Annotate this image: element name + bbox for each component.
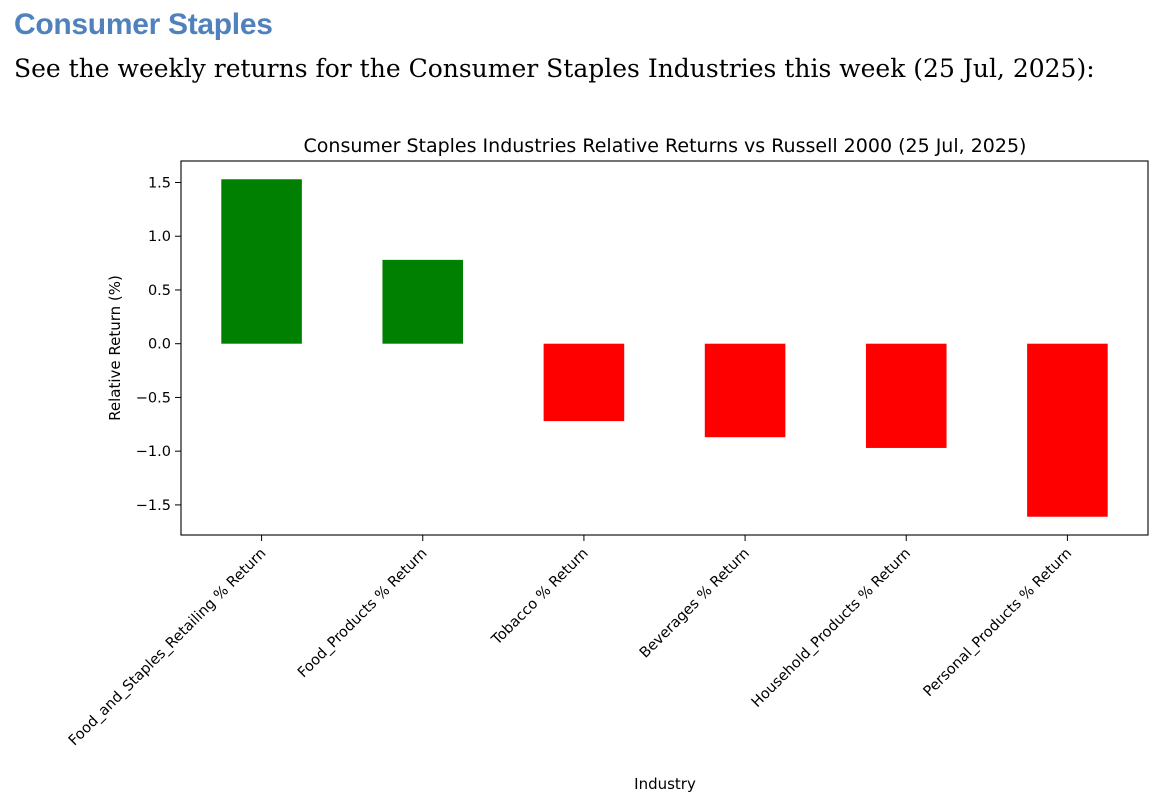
- y-tick-label: 0.5: [148, 283, 171, 299]
- x-axis-label: Industry: [634, 775, 696, 793]
- bar: [1027, 343, 1108, 517]
- y-tick-label: −0.5: [136, 390, 171, 406]
- y-axis-label: Relative Return (%): [106, 275, 124, 421]
- plot-frame: [180, 160, 1149, 536]
- bar: [704, 343, 786, 438]
- y-tick-label: 0.0: [148, 337, 171, 353]
- y-axis: −1.5 −1.0 −0.5 0.0 0.5 1.0 1.5: [136, 175, 181, 514]
- x-tick-label: Food_and_Staples_Retailing % Return: [66, 546, 270, 750]
- bar: [865, 343, 947, 448]
- bar: [382, 259, 464, 344]
- page-heading: Consumer Staples: [14, 8, 273, 41]
- chart-title: Consumer Staples Industries Relative Ret…: [304, 135, 1027, 157]
- y-tick-label: −1.5: [136, 498, 171, 514]
- x-tick-label: Personal_Products % Return: [921, 546, 1076, 701]
- y-tick-label: 1.0: [148, 229, 171, 245]
- intro-text: See the weekly returns for the Consumer …: [14, 54, 1095, 83]
- bars-group: [221, 179, 1108, 517]
- x-tick-label: Food_Products % Return: [295, 546, 431, 682]
- bar: [543, 343, 625, 422]
- x-tick-label: Beverages % Return: [637, 546, 753, 662]
- y-tick-label: 1.5: [148, 175, 171, 191]
- x-axis: Food_and_Staples_Retailing % Return Food_…: [66, 535, 1075, 749]
- x-tick-label: Tobacco % Return: [488, 546, 591, 649]
- y-tick-label: −1.0: [136, 444, 171, 460]
- x-tick-label: Household_Products % Return: [749, 546, 914, 711]
- bar: [221, 179, 302, 344]
